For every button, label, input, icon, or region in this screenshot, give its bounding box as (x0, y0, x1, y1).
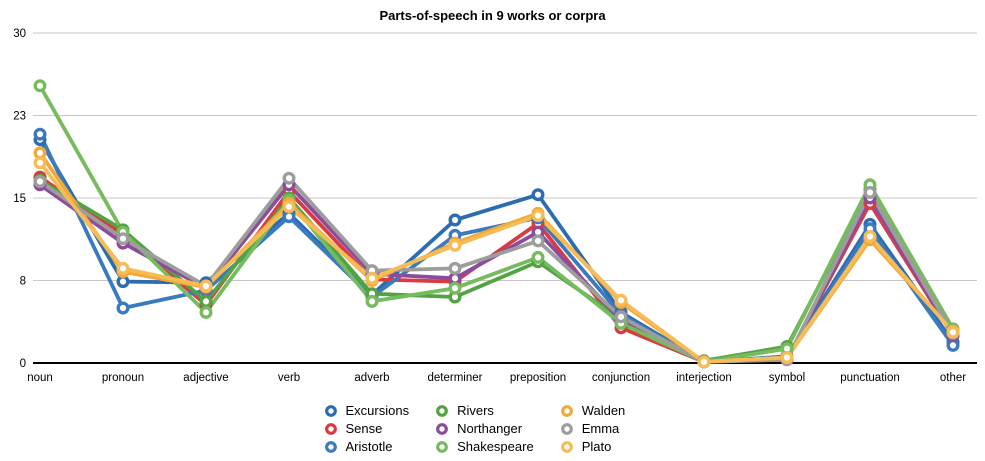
data-point-emma (448, 261, 462, 275)
data-point-plato (448, 238, 462, 252)
data-point-plato (614, 293, 628, 307)
data-point-plato (282, 200, 296, 214)
data-point-plato (697, 355, 711, 369)
data-point-aristotle (116, 301, 130, 315)
data-point-aristotle (33, 127, 47, 141)
x-tick-label: punctuation (840, 372, 899, 384)
chart-title: Parts-of-speech in 9 works or corpra (379, 8, 606, 23)
series-line-walden (38, 150, 955, 364)
legend-label: Excursions (345, 403, 410, 418)
legend-marker-icon (436, 404, 448, 417)
legend-label: Walden (581, 403, 626, 418)
data-point-aristotle (282, 210, 296, 224)
y-tick-label: 15 (13, 193, 26, 205)
data-point-shakespeare (33, 79, 47, 93)
x-tick-label: conjunction (592, 372, 650, 384)
legend-item-sense: Sense (323, 421, 409, 436)
data-point-excursions (116, 275, 130, 289)
x-tick-label: adverb (354, 372, 389, 384)
y-tick-label: 30 (13, 28, 26, 40)
y-tick-label: 0 (20, 358, 26, 370)
x-tick-label: other (940, 372, 966, 384)
line-chart: 0 8 15 23 30 noun pronoun adjective verb adverb de… (13, 28, 977, 384)
data-point-emma (33, 174, 47, 188)
legend-item-walden: Walden (560, 403, 626, 418)
legend-item-northanger: Northanger (435, 421, 534, 436)
legend-label: Rivers (457, 403, 494, 418)
data-point-plato (365, 271, 379, 285)
data-point-plato (116, 261, 130, 275)
data-point-shakespeare (448, 281, 462, 295)
series-line-aristotle (38, 132, 955, 364)
legend-label: Sense (345, 421, 383, 436)
series-line-plato (38, 160, 955, 364)
data-point-plato (946, 325, 960, 339)
data-point-aristotle (946, 338, 960, 352)
data-point-plato (531, 209, 545, 223)
legend-marker-icon (324, 440, 337, 453)
legend-item-rivers: Rivers (435, 403, 534, 418)
data-point-plato (780, 351, 794, 365)
x-tick-label: adjective (183, 372, 228, 384)
data-point-plato (33, 156, 47, 170)
data-point-emma (116, 232, 130, 246)
legend-item-shakespeare: Shakespeare (435, 439, 534, 454)
data-point-northanger (448, 271, 462, 285)
legend-marker-icon (560, 440, 573, 453)
legend-label: Aristotle (345, 439, 393, 454)
x-tick-label: verb (278, 372, 300, 384)
legend-marker-icon (436, 440, 448, 453)
data-point-plato (199, 279, 213, 293)
legend-marker-icon (436, 422, 448, 435)
legend-label: Emma (581, 421, 620, 436)
data-point-walden (33, 146, 47, 160)
x-tick-label: noun (27, 372, 53, 384)
x-tick-label: determiner (428, 372, 483, 384)
legend-label: Northanger (457, 421, 523, 436)
data-point-emma (614, 310, 628, 324)
x-tick-label: pronoun (102, 372, 144, 384)
data-point-excursions (448, 213, 462, 227)
legend-marker-icon (324, 422, 337, 435)
x-tick-label: symbol (769, 372, 805, 384)
legend-label: Shakespeare (457, 439, 534, 454)
legend-item-emma: Emma (560, 421, 626, 436)
series-line-shakespeare (38, 83, 955, 364)
y-tick-label: 8 (20, 276, 26, 288)
data-point-excursions (531, 188, 545, 202)
data-point-emma (863, 185, 877, 199)
legend-marker-icon (560, 404, 573, 417)
legend-item-aristotle: Aristotle (323, 439, 409, 454)
series-line-emma (38, 176, 955, 364)
legend-marker-icon (560, 422, 573, 435)
data-point-shakespeare (531, 250, 545, 264)
data-point-plato (863, 229, 877, 243)
x-tick-label: preposition (510, 372, 566, 384)
data-point-emma (531, 234, 545, 248)
y-tick-label: 23 (13, 111, 26, 123)
chart-legend: Excursions Sense Aristotle Rivers Northanger… (323, 403, 625, 454)
x-tick-label: interjection (676, 372, 732, 384)
data-point-shakespeare (199, 305, 213, 319)
legend-item-plato: Plato (560, 439, 626, 454)
legend-marker-icon (324, 404, 337, 417)
data-point-emma (282, 171, 296, 185)
data-point-shakespeare (365, 294, 379, 308)
data-point-rivers (199, 294, 213, 308)
legend-item-excursions: Excursions (323, 403, 409, 418)
legend-label: Plato (581, 439, 612, 454)
